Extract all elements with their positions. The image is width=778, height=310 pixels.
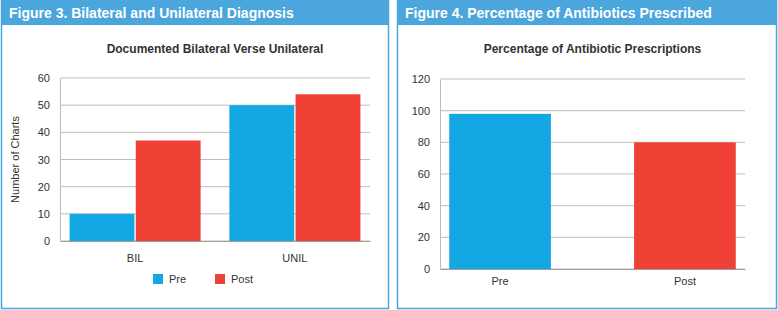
y-tick: 0 xyxy=(44,235,60,247)
x-tick-label: BIL xyxy=(127,252,144,264)
panel-border xyxy=(2,1,389,309)
x-tick-label: Pre xyxy=(492,275,509,287)
y-tick: 120 xyxy=(412,73,440,85)
header-bar xyxy=(1,0,389,25)
x-tick: Post xyxy=(674,269,696,287)
x-tick-label: UNIL xyxy=(282,252,307,264)
y-axis: 0 20 40 60 80 100 120 xyxy=(412,73,441,275)
y-tick-label: 50 xyxy=(38,99,50,111)
y-axis-line xyxy=(60,79,61,242)
x-tick: Pre xyxy=(492,269,509,287)
y-tick-label: 80 xyxy=(418,136,430,148)
y-tick-label: 40 xyxy=(38,126,50,138)
grid xyxy=(60,78,370,241)
x-axis: BIL UNIL xyxy=(61,241,371,264)
y-tick-label: 30 xyxy=(38,154,50,166)
y-tick: 100 xyxy=(412,105,440,117)
y-axis: 0 10 20 30 40 50 60 xyxy=(38,72,61,247)
bar xyxy=(229,105,294,241)
legend-swatch xyxy=(215,274,225,284)
y-axis-title: Number of Charts xyxy=(9,116,21,203)
grid xyxy=(440,79,745,269)
y-tick-label: 100 xyxy=(412,105,430,117)
panel: Figure 4. Percentage of Antibiotics Pres… xyxy=(397,0,777,309)
y-tick-label: 60 xyxy=(38,72,50,84)
x-axis-line xyxy=(441,269,746,270)
y-tick: 20 xyxy=(38,181,60,193)
figure-title: Figure 4. Percentage of Antibiotics Pres… xyxy=(405,5,712,21)
header-bar xyxy=(397,0,777,25)
y-tick-label: 10 xyxy=(38,208,50,220)
bar xyxy=(70,214,135,241)
y-tick-label: 120 xyxy=(412,73,430,85)
chart-title: Percentage of Antibiotic Prescriptions xyxy=(484,42,702,56)
x-axis-line xyxy=(61,241,371,242)
y-tick-label: 0 xyxy=(44,235,50,247)
bar xyxy=(296,94,361,241)
x-tick: BIL xyxy=(127,241,144,264)
bars xyxy=(449,114,736,269)
panel-border xyxy=(398,1,777,309)
figure-title: Figure 3. Bilateral and Unilateral Diagn… xyxy=(9,5,294,21)
x-tick: UNIL xyxy=(282,241,307,264)
y-tick: 20 xyxy=(418,231,440,243)
grid-line xyxy=(440,110,745,111)
x-axis: Pre Post xyxy=(441,269,746,287)
y-tick-label: 20 xyxy=(38,181,50,193)
y-tick: 60 xyxy=(38,72,60,84)
y-tick: 10 xyxy=(38,208,60,220)
legend-swatch xyxy=(153,274,163,284)
y-axis-line xyxy=(440,80,441,270)
y-tick: 80 xyxy=(418,136,440,148)
y-tick-label: 20 xyxy=(418,231,430,243)
grid-line xyxy=(440,79,745,80)
grid-line xyxy=(60,78,370,79)
bar xyxy=(136,140,201,241)
bar xyxy=(449,114,551,269)
bars xyxy=(70,94,361,241)
chart-title: Documented Bilateral Verse Unilateral xyxy=(107,42,324,56)
y-tick: 50 xyxy=(38,99,60,111)
panel: Figure 3. Bilateral and Unilateral Diagn… xyxy=(1,0,389,309)
y-tick: 40 xyxy=(418,200,440,212)
y-tick-label: 60 xyxy=(418,168,430,180)
legend-label: Pre xyxy=(169,273,186,285)
y-tick: 30 xyxy=(38,154,60,166)
y-tick-label: 0 xyxy=(424,263,430,275)
y-tick-label: 40 xyxy=(418,200,430,212)
y-tick: 0 xyxy=(424,263,440,275)
legend: Pre Post xyxy=(153,273,253,285)
y-tick: 60 xyxy=(418,168,440,180)
legend-label: Post xyxy=(231,273,253,285)
bar xyxy=(634,142,736,269)
x-tick-label: Post xyxy=(674,275,696,287)
y-tick: 40 xyxy=(38,126,60,138)
